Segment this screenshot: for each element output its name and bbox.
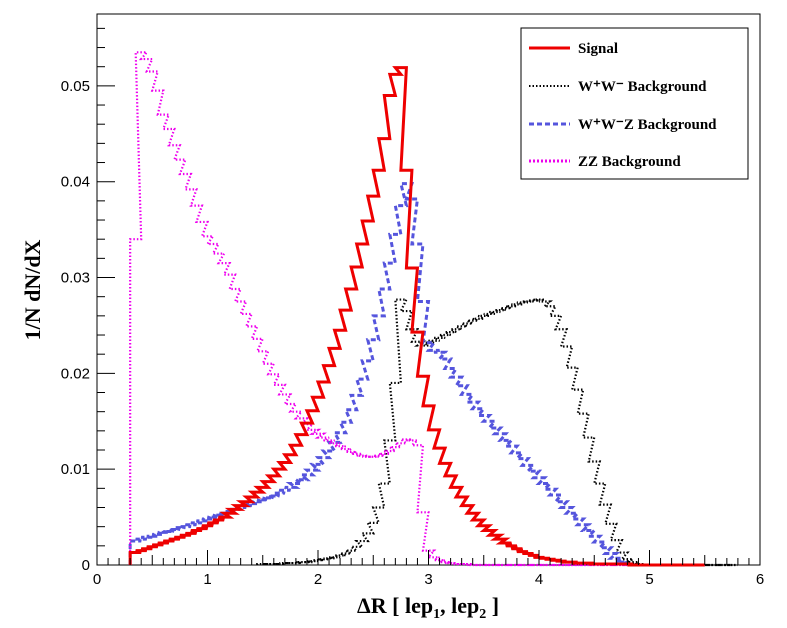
x-axis-title: ΔR [ lep1, lep2 ] xyxy=(357,593,499,622)
legend-label-zz: ZZ Background xyxy=(578,154,681,170)
x-tick-label: 2 xyxy=(314,571,322,588)
x-tick-label: 0 xyxy=(93,571,101,588)
y-tick-label: 0.02 xyxy=(61,365,90,382)
series-line-signal xyxy=(128,66,705,567)
legend: Signal W⁺W⁻ Background W⁺W⁻Z Background … xyxy=(520,27,749,180)
x-tick-label: 6 xyxy=(756,571,764,588)
x-axis-ticks: 0 1 2 3 4 5 6 xyxy=(93,550,764,588)
y-tick-label: 0.03 xyxy=(61,270,90,287)
x-tick-label: 3 xyxy=(424,571,432,588)
series-signal xyxy=(128,66,705,567)
y-axis-ticks: 0 0.01 0.02 0.03 0.04 0.05 xyxy=(61,27,115,574)
y-tick-label: 0.01 xyxy=(61,461,90,478)
y-tick-label: 0 xyxy=(82,557,90,574)
legend-label-ww: W⁺W⁻ Background xyxy=(578,79,707,95)
y-tick-label: 0.04 xyxy=(61,174,90,191)
legend-label-signal: Signal xyxy=(578,41,618,57)
y-tick-label: 0.05 xyxy=(61,78,90,95)
x-tick-label: 1 xyxy=(203,571,211,588)
series-layer xyxy=(128,51,738,567)
series-ww xyxy=(256,298,738,567)
legend-box xyxy=(520,27,749,180)
legend-label-wwz: W⁺W⁻Z Background xyxy=(578,117,717,133)
x-tick-label: 4 xyxy=(535,571,543,588)
series-line-ww xyxy=(256,298,738,567)
y-axis-title: 1/N dN/dX xyxy=(20,239,45,340)
x-tick-label: 5 xyxy=(645,571,653,588)
